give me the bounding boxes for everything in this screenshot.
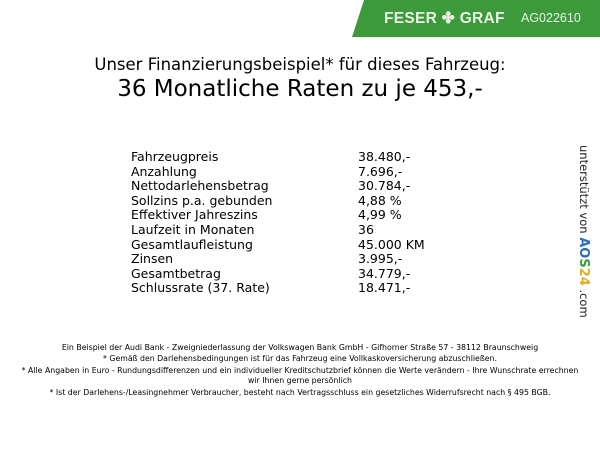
- aos24-logo: AOS24: [576, 237, 591, 286]
- table-row: Sollzins p.a. gebunden 4,88 %: [131, 192, 431, 209]
- row-label: Gesamtlaufleistung: [131, 236, 253, 252]
- table-row: Nettodarlehensbetrag 30.784,-: [131, 178, 431, 194]
- row-label: Sollzins p.a. gebunden: [131, 192, 273, 208]
- row-label: Zinsen: [131, 251, 174, 267]
- row-label: Nettodarlehensbetrag: [131, 178, 269, 194]
- row-label: Anzahlung: [131, 163, 197, 179]
- row-label: Effektiver Jahreszins: [131, 207, 258, 223]
- table-row: Laufzeit in Monaten 36: [131, 221, 431, 238]
- row-label: Gesamtbetrag: [131, 265, 221, 281]
- vehicle-code: AG022610: [521, 11, 581, 25]
- footer-note: Ein Beispiel der Audi Bank - Zweignieder…: [61, 343, 539, 352]
- footer-note: * Gemäß den Darlehensbedingungen ist für…: [103, 354, 497, 364]
- row-label: Fahrzeugpreis: [131, 149, 219, 164]
- title-line1: Unser Finanzierungsbeispiel* für dieses …: [94, 55, 506, 74]
- brand-logo: FESER ✤ GRAF: [384, 10, 505, 27]
- row-label: Schlussrate (37. Rate): [131, 280, 270, 296]
- footer-note: * Alle Angaben in Euro - Rundungsdiffere…: [21, 365, 579, 386]
- table-row: Anzahlung 7.696,-: [131, 163, 431, 180]
- table-row: Zinsen 3.995,-: [131, 251, 431, 267]
- row-value: 45.000 KM: [358, 236, 425, 252]
- row-value: 3.995,-: [358, 251, 403, 267]
- row-value: 36: [358, 221, 374, 237]
- row-value: 34.779,-: [358, 265, 411, 281]
- supported-by: unterstützt von AOS24 .com: [576, 145, 591, 318]
- title-line2: 36 Monatliche Raten zu je 453,-: [117, 76, 483, 102]
- table-row: Fahrzeugpreis 38.480,-: [131, 149, 431, 165]
- row-value: 4,99 %: [358, 207, 402, 223]
- row-value: 7.696,-: [358, 163, 403, 179]
- table-row: Gesamtlaufleistung 45.000 KM: [131, 236, 431, 253]
- row-value: 30.784,-: [358, 178, 411, 194]
- supported-by-text: unterstützt von: [577, 145, 591, 234]
- row-value: 18.471,-: [358, 280, 411, 296]
- clover-icon: ✤: [441, 10, 456, 27]
- table-row: Effektiver Jahreszins 4,99 %: [131, 208, 431, 223]
- row-value: 4,88 %: [358, 192, 402, 208]
- row-label: Laufzeit in Monaten: [131, 221, 255, 237]
- table-row: Gesamtbetrag 34.779,-: [131, 265, 431, 282]
- table-row: Schlussrate (37. Rate) 18.471,-: [131, 281, 431, 296]
- finance-table: Fahrzeugpreis 38.480,- Anzahlung 7.696,- N…: [131, 149, 431, 296]
- footer-notes: Ein Beispiel der Audi Bank - Zweignieder…: [20, 343, 580, 399]
- dotcom-text: .com: [577, 289, 591, 318]
- footer-note: * Ist der Darlehens-/Leasingnehmer Verbr…: [49, 387, 551, 397]
- header-banner: [352, 0, 600, 37]
- row-value: 38.480,-: [358, 149, 411, 164]
